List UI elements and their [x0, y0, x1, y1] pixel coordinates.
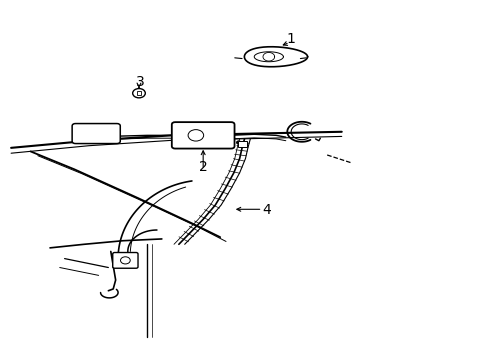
Circle shape — [188, 130, 203, 141]
Text: 4: 4 — [262, 203, 270, 217]
Text: 1: 1 — [285, 32, 295, 46]
Circle shape — [236, 141, 240, 144]
Text: 3: 3 — [135, 75, 144, 89]
FancyBboxPatch shape — [113, 252, 138, 268]
Circle shape — [120, 257, 130, 264]
Bar — [136, 91, 141, 95]
Text: 2: 2 — [199, 161, 207, 175]
Circle shape — [132, 89, 145, 98]
Bar — [237, 141, 247, 147]
FancyBboxPatch shape — [171, 122, 234, 149]
FancyBboxPatch shape — [72, 123, 120, 144]
